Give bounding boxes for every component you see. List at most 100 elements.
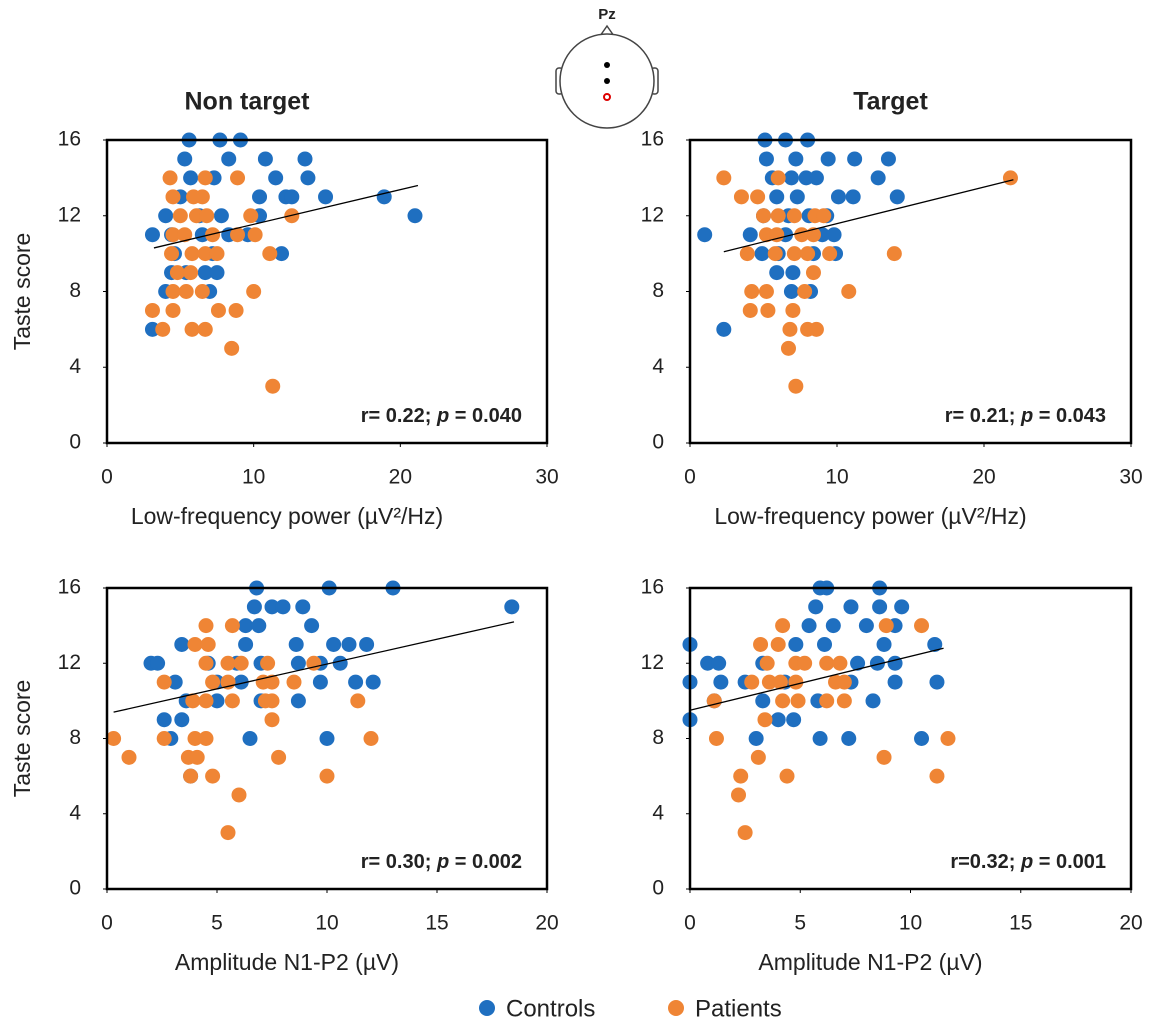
point — [156, 674, 172, 690]
x-tick-label: 20 — [535, 912, 558, 935]
point — [174, 636, 190, 652]
point — [887, 674, 903, 690]
x-axis-label: Amplitude N1-P2 (µV) — [175, 949, 399, 975]
point — [275, 599, 291, 615]
point — [929, 768, 945, 784]
point — [845, 189, 861, 205]
electrode-dot — [604, 78, 610, 84]
annotation: r= 0.30; p = 0.002 — [361, 851, 522, 873]
point — [820, 151, 836, 167]
point — [767, 246, 783, 262]
point — [304, 618, 320, 634]
point — [197, 265, 213, 281]
point — [708, 731, 724, 746]
annotation-italic: p — [436, 405, 449, 427]
point — [228, 302, 244, 318]
point — [121, 749, 137, 765]
point — [189, 749, 205, 765]
y-tick-label: 0 — [69, 877, 81, 900]
point — [209, 693, 225, 709]
x-axis-label: Amplitude N1-P2 (µV) — [758, 949, 982, 975]
point — [697, 227, 713, 243]
x-axis-label: Low-frequency power (µV²/Hz) — [714, 503, 1026, 529]
trendline — [113, 621, 515, 713]
x-tick-label: 20 — [1119, 912, 1142, 935]
point — [761, 674, 777, 690]
point — [733, 768, 749, 784]
point — [808, 170, 824, 186]
x-tick-label: 15 — [1009, 912, 1032, 935]
point — [750, 749, 766, 765]
point — [194, 189, 210, 205]
point — [165, 227, 181, 243]
point — [363, 731, 379, 746]
point — [780, 340, 796, 356]
point — [716, 170, 732, 186]
point — [753, 636, 769, 652]
point — [876, 636, 892, 652]
point — [286, 674, 302, 690]
point — [341, 636, 357, 652]
point — [757, 712, 773, 728]
point — [1002, 170, 1018, 186]
head-diagram: Pz — [555, 6, 659, 129]
plot-frame — [105, 138, 549, 445]
x-tick-label: 0 — [684, 912, 696, 935]
point — [770, 170, 786, 186]
point — [284, 189, 300, 205]
x-tick-label: 10 — [242, 466, 265, 489]
point — [144, 302, 160, 318]
point — [779, 768, 795, 784]
point — [739, 246, 755, 262]
x-tick-label: 5 — [211, 912, 223, 935]
point — [812, 731, 828, 746]
point — [319, 731, 335, 746]
point — [238, 618, 254, 634]
annotation-italic: p — [436, 851, 449, 873]
point — [817, 636, 833, 652]
y-tick-label: 12 — [58, 203, 81, 226]
point — [318, 189, 334, 205]
point — [332, 655, 348, 671]
point — [843, 599, 859, 615]
point — [927, 636, 943, 652]
y-tick-label: 12 — [641, 651, 664, 674]
point — [187, 636, 203, 652]
series — [106, 618, 379, 841]
y-tick-label: 4 — [69, 355, 81, 378]
point — [887, 655, 903, 671]
y-tick-label: 4 — [652, 355, 664, 378]
point — [797, 284, 813, 299]
plot-frame — [688, 138, 1133, 445]
y-tick-label: 8 — [69, 279, 81, 302]
point — [158, 208, 174, 224]
point — [197, 321, 213, 337]
point — [914, 731, 930, 746]
point — [876, 749, 892, 765]
point — [167, 674, 183, 690]
point — [841, 284, 857, 299]
annotation-text: r=0.32; — [950, 851, 1021, 873]
point — [312, 674, 328, 690]
trendline — [689, 647, 944, 711]
point — [836, 674, 852, 690]
point — [800, 246, 816, 262]
point — [758, 284, 774, 299]
point — [184, 246, 200, 262]
annotation-text: r= 0.21; — [945, 405, 1021, 427]
y-tick-label: 16 — [58, 128, 81, 151]
point — [238, 636, 254, 652]
point — [711, 655, 727, 671]
point — [775, 693, 791, 709]
y-axis-label: Taste score — [9, 680, 35, 798]
point — [230, 227, 246, 243]
point — [716, 321, 732, 337]
point — [106, 731, 122, 746]
point — [246, 599, 262, 615]
point — [348, 674, 364, 690]
point — [788, 378, 804, 394]
point — [221, 151, 237, 167]
point — [264, 712, 280, 728]
point — [782, 321, 798, 337]
point — [169, 265, 185, 281]
